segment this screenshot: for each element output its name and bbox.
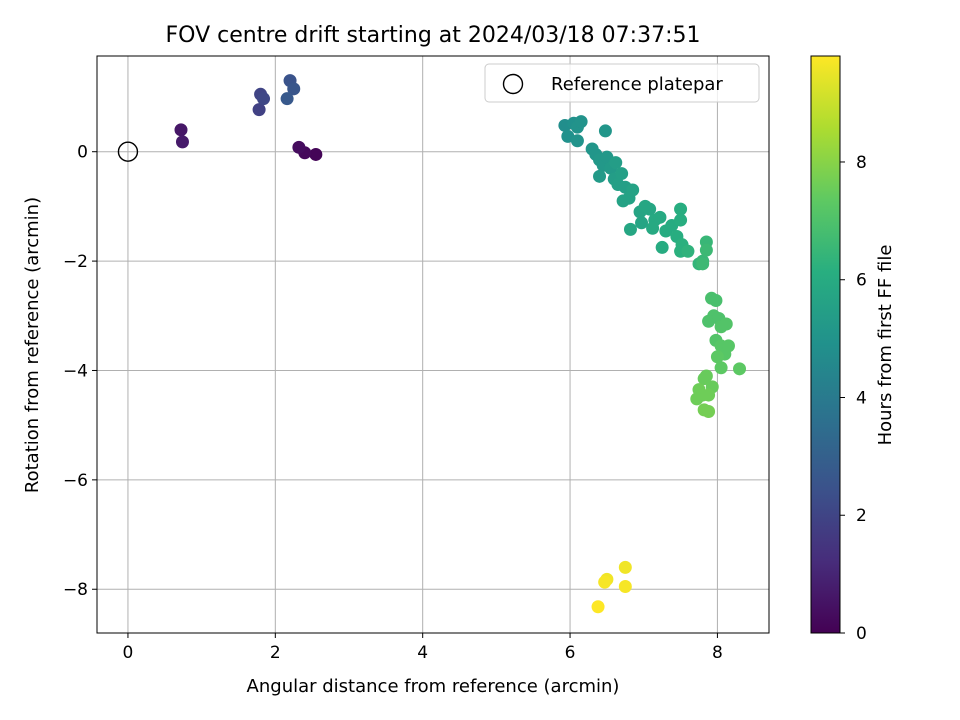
y-tick-label: 0: [77, 143, 88, 163]
y-axis-label: Rotation from reference (arcmin): [22, 197, 43, 493]
data-point: [623, 222, 637, 236]
x-tick-label: 2: [270, 643, 281, 663]
data-point: [710, 350, 724, 364]
data-point: [699, 243, 713, 257]
data-point: [702, 314, 716, 328]
colorbar-ticks: 0 2 4 6 8: [840, 153, 867, 644]
data-point: [653, 210, 667, 224]
colorbar-tick-label: 0: [856, 624, 867, 644]
data-point: [702, 388, 716, 402]
data-point: [593, 169, 607, 183]
data-point: [174, 123, 188, 137]
data-point: [681, 244, 695, 258]
legend-box: [484, 63, 760, 103]
data-point: [280, 92, 294, 106]
y-tick-label: −6: [63, 471, 88, 491]
data-point: [733, 362, 747, 376]
data-point: [598, 575, 612, 589]
x-tick-label: 8: [712, 643, 723, 663]
data-point: [292, 140, 306, 154]
data-point: [598, 124, 612, 138]
data-points: [174, 74, 747, 614]
legend-marker-icon: [502, 73, 524, 95]
data-point: [257, 92, 271, 106]
colorbar-label: Hours from first FF file: [875, 245, 896, 446]
legend-label: Reference platepar: [551, 74, 723, 95]
data-point: [709, 293, 723, 307]
data-point: [674, 202, 688, 216]
data-point: [175, 135, 189, 149]
grid-lines: [97, 56, 769, 633]
colorbar-tick-label: 6: [856, 271, 867, 291]
plot-frame: [96, 55, 770, 634]
x-tick-label: 6: [565, 643, 576, 663]
data-point: [697, 372, 711, 386]
reference-marker: [117, 141, 139, 162]
data-point: [643, 202, 657, 216]
y-axis-ticks: 0 −2 −4 −6 −8: [63, 143, 97, 600]
colorbar-tick-label: 2: [856, 506, 867, 526]
x-axis-ticks: 0 2 4 6 8: [123, 633, 723, 663]
data-point: [655, 240, 669, 254]
data-point: [252, 103, 266, 117]
legend: Reference platepar: [484, 63, 760, 103]
y-tick-label: −2: [63, 252, 88, 272]
y-tick-label: −4: [63, 361, 88, 381]
data-point: [287, 82, 301, 96]
data-point: [690, 392, 704, 406]
data-point: [574, 115, 588, 129]
chart-title: FOV centre drift starting at 2024/03/18 …: [166, 23, 701, 48]
colorbar: [810, 55, 841, 634]
x-tick-label: 0: [123, 643, 134, 663]
x-axis-label: Angular distance from reference (arcmin): [247, 676, 620, 697]
data-point: [626, 183, 640, 197]
data-point: [309, 147, 323, 161]
data-point: [618, 580, 632, 594]
data-point: [591, 600, 605, 614]
data-point: [618, 560, 632, 574]
data-point: [646, 221, 660, 235]
data-point: [616, 194, 630, 208]
data-point: [696, 257, 710, 271]
data-point: [615, 167, 629, 181]
data-point: [609, 156, 623, 170]
data-point: [719, 317, 733, 331]
data-point: [570, 134, 584, 148]
colorbar-tick-label: 8: [856, 153, 867, 173]
data-point: [635, 216, 649, 230]
data-point: [721, 339, 735, 353]
y-tick-label: −8: [63, 580, 88, 600]
colorbar-tick-label: 4: [856, 388, 867, 408]
data-point: [702, 404, 716, 418]
data-point: [714, 361, 728, 375]
reference-platepar-marker: [117, 141, 139, 162]
data-point: [674, 213, 688, 227]
x-tick-label: 4: [417, 643, 428, 663]
